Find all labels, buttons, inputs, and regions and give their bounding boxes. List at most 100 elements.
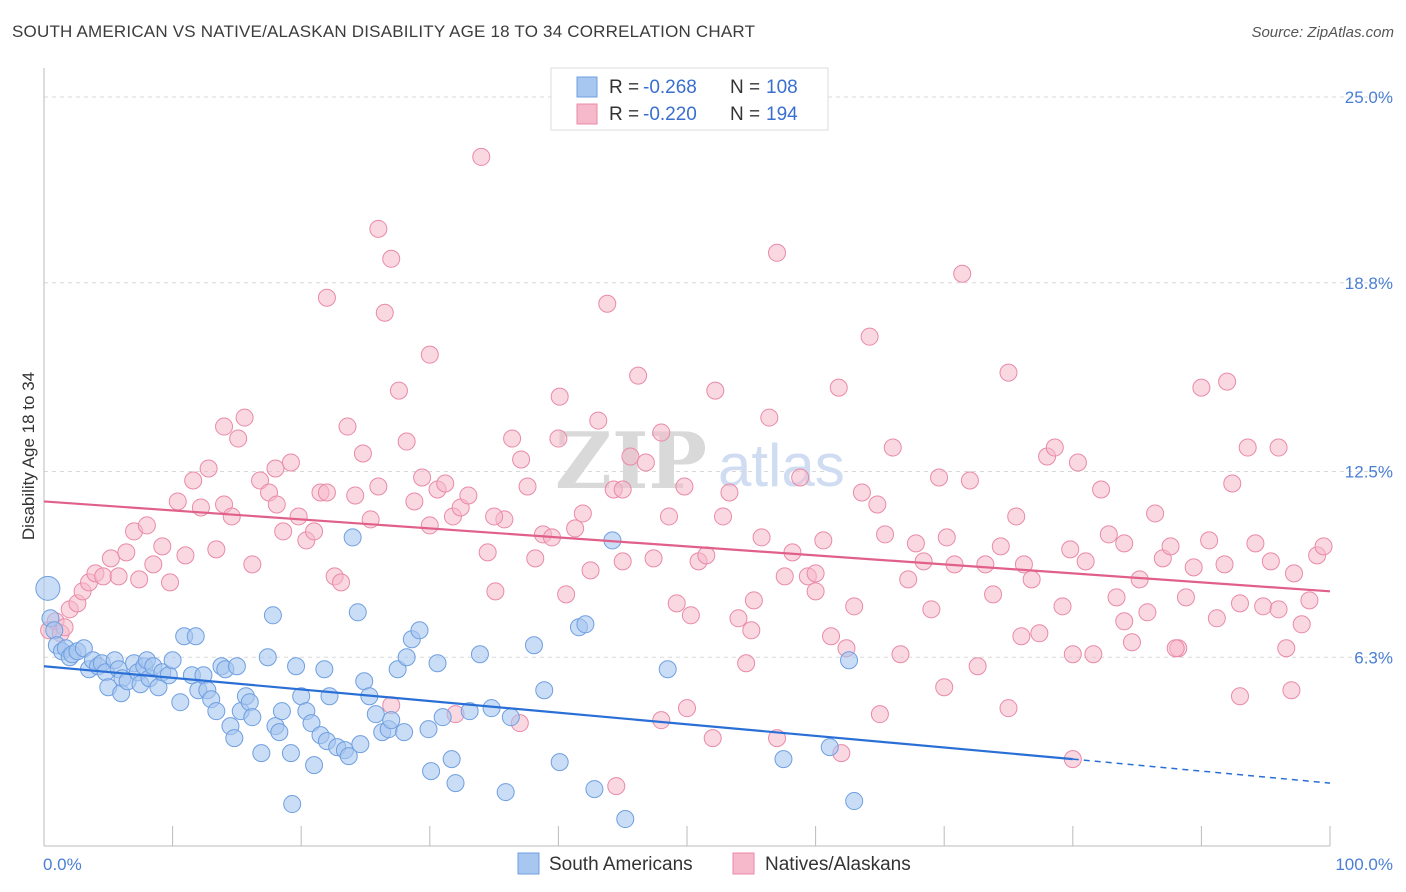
native-alaskan-point-81 — [644, 549, 663, 568]
native-alaskan-point-89 — [706, 381, 725, 400]
native-alaskan-point-71 — [566, 519, 585, 538]
native-alaskan-point-24 — [207, 540, 226, 559]
south-american-point-78 — [388, 660, 407, 679]
native-alaskan-point-158 — [1238, 438, 1257, 457]
south-american-point-45 — [227, 657, 246, 676]
native-alaskan-point-198 — [1230, 687, 1249, 706]
native-alaskan-point-61 — [486, 582, 505, 601]
native-alaskan-point-153 — [1200, 531, 1219, 550]
native-alaskan-point-137 — [1076, 552, 1095, 571]
legend-r-label-2: R = — [609, 104, 639, 125]
native-alaskan-point-94 — [744, 591, 763, 610]
watermark-atlas: atlas — [718, 432, 845, 499]
native-alaskan-point-166 — [1300, 591, 1319, 610]
native-alaskan-point-122 — [960, 471, 979, 490]
native-alaskan-point-139 — [1092, 480, 1111, 499]
south-american-point-0 — [35, 575, 61, 601]
south-american-point-94 — [535, 681, 554, 700]
south-american-point-50 — [252, 744, 271, 763]
x-tick-label-0: 0.0% — [43, 855, 82, 874]
native-alaskan-point-80 — [636, 453, 655, 472]
series-legend: South Americans Natives/Alaskans — [517, 852, 911, 875]
legend-label-natives-alaskans: Natives/Alaskans — [765, 854, 911, 875]
native-alaskan-point-172 — [1115, 612, 1134, 631]
native-alaskan-point-53 — [420, 516, 439, 535]
native-alaskan-point-184 — [369, 219, 388, 238]
native-alaskan-point-165 — [1292, 615, 1311, 634]
native-alaskan-point-82 — [652, 423, 671, 442]
native-alaskan-point-105 — [829, 378, 848, 397]
legend-n-label-1: N = — [730, 77, 760, 98]
native-alaskan-point-27 — [229, 429, 248, 448]
natives-alaskans-points — [40, 147, 1333, 796]
native-alaskan-point-97 — [768, 243, 787, 262]
native-alaskan-point-145 — [1138, 603, 1157, 622]
native-alaskan-point-64 — [512, 450, 531, 469]
south-american-point-107 — [283, 795, 302, 814]
native-alaskan-point-39 — [317, 483, 336, 502]
native-alaskan-point-169 — [1269, 438, 1288, 457]
native-alaskan-point-115 — [906, 534, 925, 553]
native-alaskan-point-171 — [1166, 639, 1185, 658]
native-alaskan-point-112 — [883, 438, 902, 457]
native-alaskan-point-58 — [459, 486, 478, 505]
native-alaskan-point-85 — [675, 477, 694, 496]
native-alaskan-point-174 — [1012, 627, 1031, 646]
native-alaskan-point-93 — [737, 654, 756, 673]
native-alaskan-point-156 — [1223, 474, 1242, 493]
native-alaskan-point-135 — [1061, 540, 1080, 559]
axes — [43, 68, 1331, 847]
native-alaskan-point-59 — [472, 147, 491, 166]
native-alaskan-point-44 — [353, 444, 372, 463]
native-alaskan-point-49 — [389, 381, 408, 400]
native-alaskan-point-33 — [274, 522, 293, 541]
native-alaskan-point-126 — [991, 537, 1010, 556]
native-alaskan-point-98 — [775, 567, 794, 586]
native-alaskan-point-46 — [369, 477, 388, 496]
native-alaskan-point-187 — [215, 417, 234, 436]
native-alaskan-point-43 — [346, 486, 365, 505]
native-alaskan-point-163 — [1277, 639, 1296, 658]
y-tick-label-3: 25.0% — [1345, 88, 1393, 107]
native-alaskan-point-75 — [598, 294, 617, 313]
south-american-point-35 — [186, 627, 205, 646]
native-alaskan-point-69 — [550, 387, 569, 406]
native-alaskan-point-77 — [613, 552, 632, 571]
native-alaskan-point-41 — [332, 573, 351, 592]
native-alaskan-point-138 — [1084, 645, 1103, 664]
legend-n-value-2: 194 — [766, 104, 798, 125]
native-alaskan-point-37 — [305, 522, 324, 541]
south-americans-points — [35, 528, 864, 829]
native-alaskan-point-155 — [1215, 555, 1234, 574]
south-american-point-104 — [774, 750, 793, 769]
source-credit: Source: ZipAtlas.com — [1251, 24, 1394, 41]
native-alaskan-point-102 — [806, 582, 825, 601]
native-alaskan-point-127 — [999, 363, 1018, 382]
south-american-point-30 — [159, 666, 178, 685]
native-alaskan-point-91 — [720, 483, 739, 502]
legend-n-value-1: 108 — [766, 77, 798, 98]
native-alaskan-point-92 — [729, 609, 748, 628]
native-alaskan-point-186 — [266, 459, 285, 478]
south-american-point-40 — [207, 702, 226, 721]
native-alaskan-point-160 — [1254, 597, 1273, 616]
south-american-point-63 — [315, 660, 334, 679]
native-alaskan-point-111 — [876, 525, 895, 544]
native-alaskan-point-148 — [1161, 537, 1180, 556]
native-alaskan-point-118 — [930, 468, 949, 487]
south-american-point-54 — [270, 723, 289, 742]
legend-swatch-pink — [576, 103, 598, 125]
native-alaskan-point-79 — [629, 366, 648, 385]
south-american-point-9 — [74, 639, 93, 658]
native-alaskan-point-151 — [1184, 558, 1203, 577]
native-alaskan-point-14 — [130, 570, 149, 589]
south-american-point-92 — [501, 708, 520, 727]
native-alaskan-point-180 — [613, 480, 632, 499]
native-alaskan-point-179 — [678, 699, 696, 718]
south-american-point-68 — [339, 747, 358, 766]
south-american-point-31 — [163, 651, 182, 670]
y-tick-label-1: 12.5% — [1345, 463, 1393, 482]
native-alaskan-point-178 — [742, 621, 761, 640]
south-american-point-56 — [281, 744, 300, 763]
native-alaskan-point-170 — [1218, 372, 1237, 391]
